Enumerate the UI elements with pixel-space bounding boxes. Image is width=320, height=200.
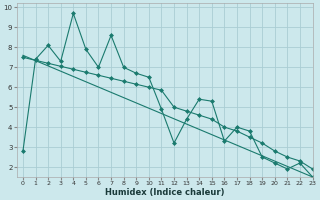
X-axis label: Humidex (Indice chaleur): Humidex (Indice chaleur) [105, 188, 224, 197]
